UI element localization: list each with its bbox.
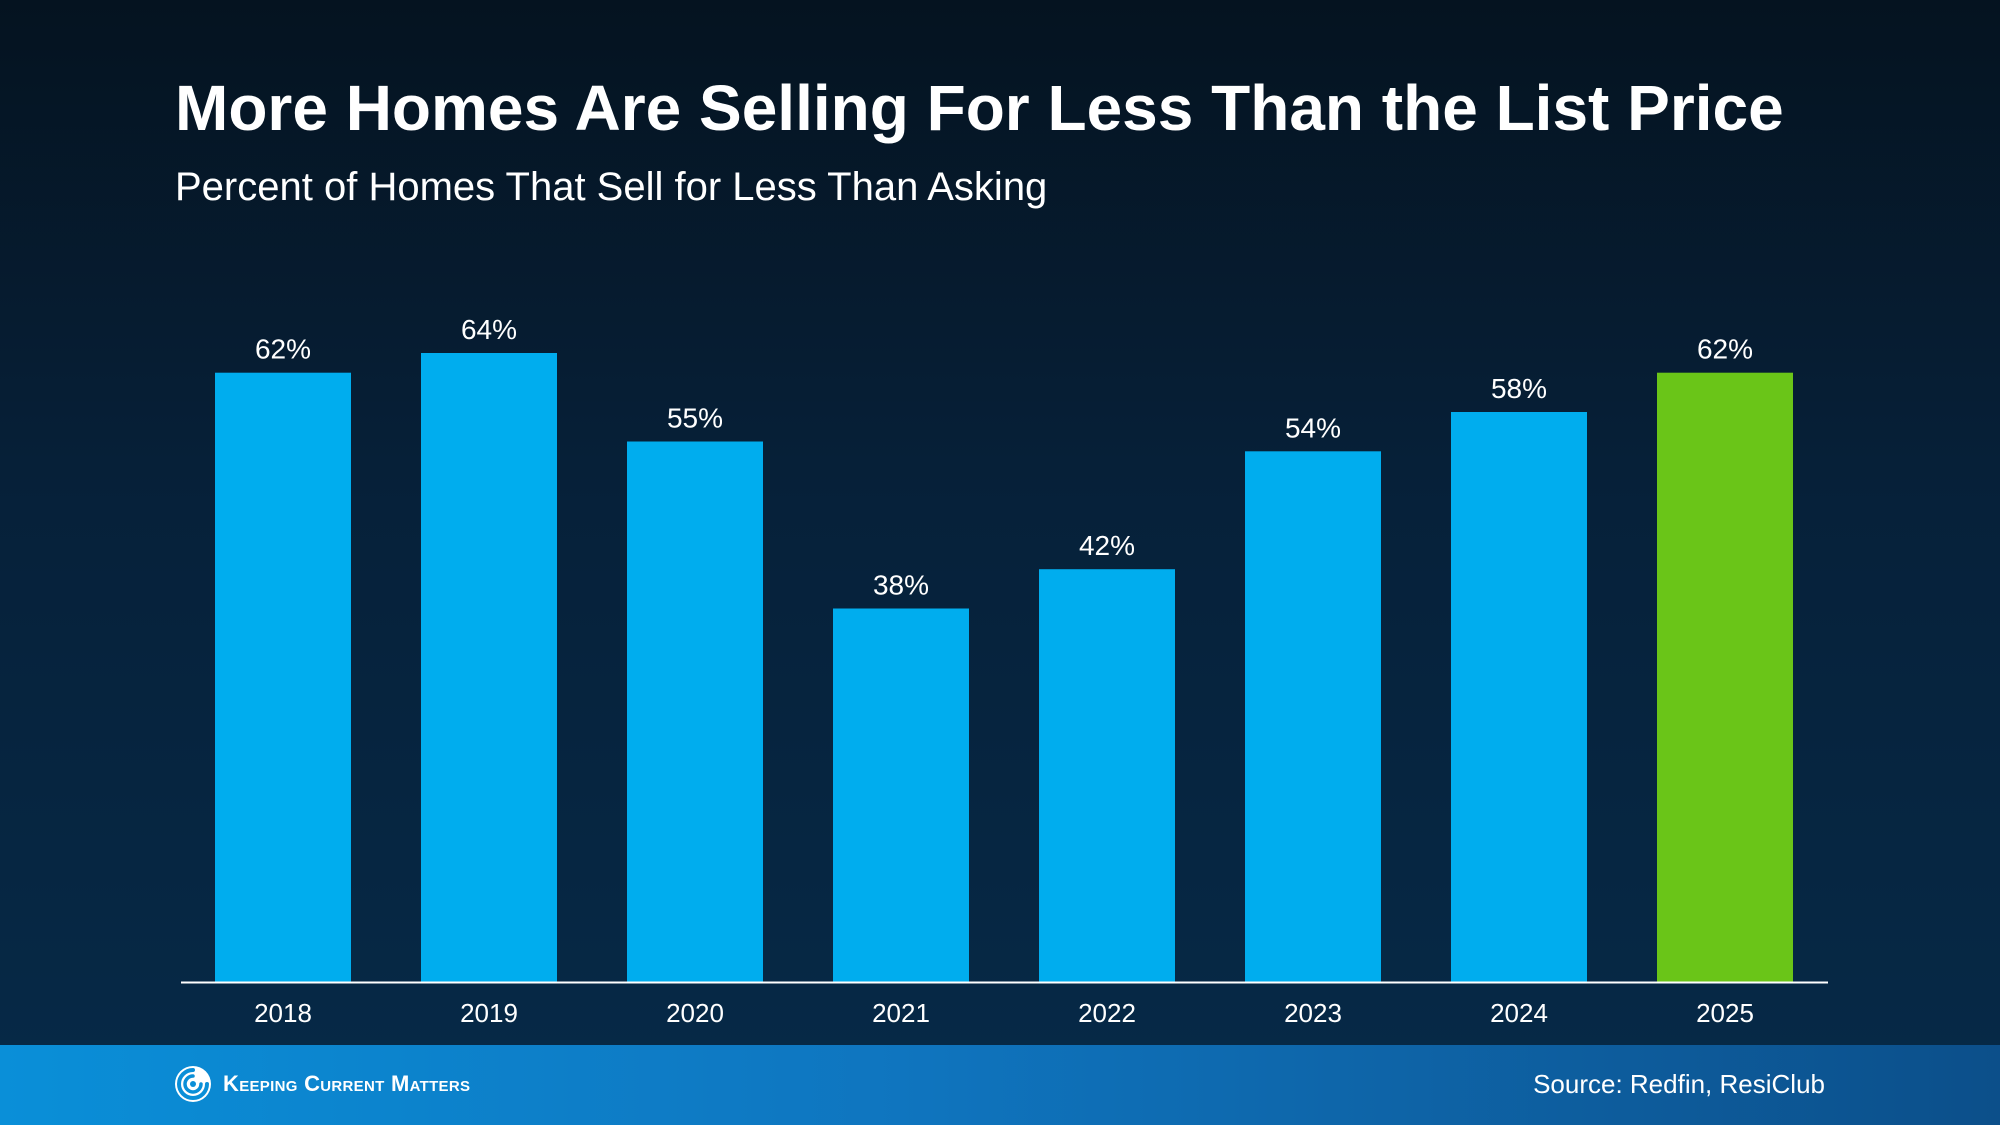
bar-value-label-2023: 54%	[1285, 412, 1341, 443]
x-tick-label-2019: 2019	[460, 998, 518, 1028]
brand-logo: Keeping Current Matters	[173, 1063, 470, 1105]
x-tick-label-2025: 2025	[1696, 998, 1754, 1028]
bar-2024	[1451, 412, 1587, 982]
bar-value-label-2024: 58%	[1491, 373, 1547, 404]
page-title: More Homes Are Selling For Less Than the…	[175, 72, 1784, 144]
bar-value-label-2018: 62%	[255, 334, 311, 365]
bar-2025	[1657, 372, 1793, 982]
x-tick-labels-layer: 2018 2019 2020 2021 2022 2023 2024 2025	[254, 998, 1754, 1028]
bar-2018	[215, 372, 351, 982]
bar-2022	[1039, 569, 1175, 982]
brand-name: Keeping Current Matters	[223, 1071, 471, 1096]
bars-layer	[215, 353, 1793, 982]
bar-2021	[833, 608, 969, 982]
page-subtitle: Percent of Homes That Sell for Less Than…	[175, 165, 1048, 209]
bar-value-label-2021: 38%	[873, 570, 929, 601]
footer-bar: Keeping Current Matters Source: Redfin, …	[0, 1045, 2000, 1125]
bar-value-label-2025: 62%	[1697, 334, 1753, 365]
bar-2023	[1245, 451, 1381, 982]
x-tick-label-2023: 2023	[1284, 998, 1342, 1028]
bar-chart: 62% 64% 55% 38% 42% 54% 58% 62% 2018 2019 2020 202…	[215, 314, 1793, 1028]
bar-value-label-2020: 55%	[667, 403, 723, 434]
bar-2019	[421, 353, 557, 982]
x-tick-label-2021: 2021	[872, 998, 930, 1028]
bar-value-label-2022: 42%	[1079, 530, 1135, 561]
kcm-swirl-logo-icon	[175, 1066, 211, 1102]
value-labels-layer: 62% 64% 55% 38% 42% 54% 58% 62%	[255, 314, 1753, 601]
bar-2020	[627, 441, 763, 982]
x-tick-label-2024: 2024	[1490, 998, 1548, 1028]
x-tick-label-2022: 2022	[1078, 998, 1136, 1028]
x-tick-label-2020: 2020	[666, 998, 724, 1028]
x-tick-label-2018: 2018	[254, 998, 312, 1028]
bar-value-label-2019: 64%	[461, 314, 517, 345]
source-note: Source: Redfin, ResiClub	[1533, 1069, 1825, 1099]
